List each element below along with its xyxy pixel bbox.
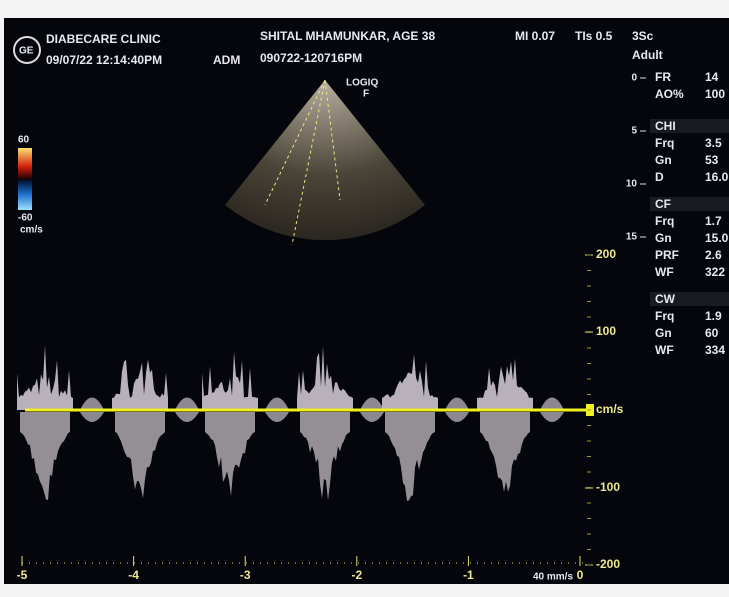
systolic-envelope bbox=[17, 345, 73, 410]
param-value: 1.7 bbox=[705, 214, 722, 228]
sweep-speed: 40 mm/s bbox=[533, 572, 573, 583]
systolic-envelope bbox=[382, 354, 438, 410]
velocity-tick-label: 100 bbox=[596, 324, 616, 338]
param-label: Gn bbox=[655, 231, 672, 245]
depth-tick-label: 0 bbox=[631, 73, 637, 84]
spectral-waveform bbox=[17, 345, 564, 501]
section-bar bbox=[650, 119, 729, 133]
param-label: Frq bbox=[655, 214, 674, 228]
param-label: Frq bbox=[655, 309, 674, 323]
section-bar bbox=[650, 197, 729, 211]
velocity-tick-label: -200 bbox=[596, 557, 620, 571]
param-label: FR bbox=[655, 70, 671, 84]
diastolic-envelope bbox=[480, 412, 530, 492]
param-label: Gn bbox=[655, 326, 672, 340]
param-value: 14 bbox=[705, 70, 719, 84]
param-label: Gn bbox=[655, 153, 672, 167]
param-value: 100 bbox=[705, 87, 725, 101]
sample-lines bbox=[264, 79, 341, 246]
screen-background bbox=[4, 18, 729, 584]
param-value: 2.6 bbox=[705, 248, 722, 262]
velocity-unit: cm/s bbox=[596, 402, 624, 416]
param-label: Frq bbox=[655, 136, 674, 150]
time-tick-label: -3 bbox=[240, 568, 251, 582]
param-value: 53 bbox=[705, 153, 719, 167]
time-tick-label: -4 bbox=[128, 568, 139, 582]
clinic: DIABECARE CLINIC bbox=[46, 32, 161, 46]
logo bbox=[13, 36, 41, 64]
param-value: 334 bbox=[705, 343, 725, 357]
param-label: AO% bbox=[655, 87, 684, 101]
datetime: 09/07/22 12:14:40PM bbox=[46, 53, 162, 67]
color-bar-unit: cm/s bbox=[20, 225, 43, 236]
diastolic-envelope bbox=[300, 412, 350, 501]
color-bar-max: 60 bbox=[18, 135, 30, 146]
operator: ADM bbox=[213, 53, 240, 67]
param-value: 16.0 bbox=[705, 170, 729, 184]
diastolic-envelope bbox=[20, 412, 70, 501]
param-value: 1.9 bbox=[705, 309, 722, 323]
diastolic-envelope bbox=[205, 412, 255, 497]
depth-tick-label: 10 bbox=[626, 179, 638, 190]
patient: SHITAL MHAMUNKAR, AGE 38 bbox=[260, 29, 435, 43]
param-value: 3.5 bbox=[705, 136, 722, 150]
param-value: 322 bbox=[705, 265, 725, 279]
param-value: 15.0 bbox=[705, 231, 729, 245]
time-tick-label: -1 bbox=[463, 568, 474, 582]
depth-tick-label: 5 bbox=[631, 126, 637, 137]
diastolic-envelope bbox=[115, 412, 165, 499]
velocity-tick-label: 200 bbox=[596, 247, 616, 261]
probe: 3Sc bbox=[632, 29, 654, 43]
logo-mark: GE bbox=[19, 46, 34, 57]
param-label: WF bbox=[655, 343, 674, 357]
mode-label: F bbox=[363, 89, 369, 100]
tis: TIs 0.5 bbox=[575, 29, 613, 43]
exam-id: 090722-120716PM bbox=[260, 51, 362, 65]
section-title: CW bbox=[655, 292, 676, 306]
param-value: 60 bbox=[705, 326, 719, 340]
section-title: CF bbox=[655, 197, 671, 211]
time-tick-label: 0 bbox=[577, 568, 584, 582]
param-label: PRF bbox=[655, 248, 679, 262]
velocity-tick-label: -100 bbox=[596, 480, 620, 494]
param-label: WF bbox=[655, 265, 674, 279]
systolic-envelope bbox=[112, 359, 168, 410]
systolic-envelope bbox=[202, 351, 258, 410]
b-mode-sector bbox=[225, 80, 425, 241]
systolic-envelope bbox=[477, 358, 533, 410]
preset: Adult bbox=[632, 48, 663, 62]
color-bar-min: -60 bbox=[18, 213, 33, 224]
section-title: CHI bbox=[655, 119, 676, 133]
diastolic-envelope bbox=[385, 412, 435, 501]
systolic-envelope bbox=[297, 346, 353, 410]
time-tick-label: -2 bbox=[351, 568, 362, 582]
param-label: D bbox=[655, 170, 664, 184]
time-tick-label: -5 bbox=[17, 568, 28, 582]
logiq-label: LOGIQ bbox=[346, 78, 378, 89]
mi: MI 0.07 bbox=[515, 29, 555, 43]
section-bar bbox=[650, 292, 729, 306]
color-bar bbox=[18, 148, 32, 210]
depth-tick-label: 15 bbox=[626, 232, 638, 243]
